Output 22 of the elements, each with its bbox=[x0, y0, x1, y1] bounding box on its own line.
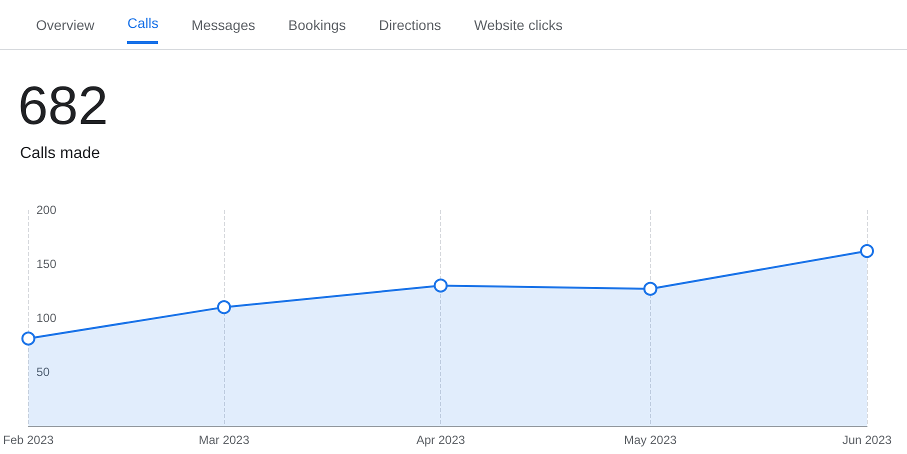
text: Website clicks bbox=[474, 16, 563, 32]
chart-subtitle: Calls made bbox=[20, 145, 100, 163]
x-tick-label: Mar 2023 bbox=[198, 433, 250, 447]
x-tick-label: Feb 2023 bbox=[2, 433, 54, 447]
text: Bookings bbox=[288, 16, 346, 32]
y-tick-label: 100 bbox=[36, 311, 57, 325]
y-tick-label: 150 bbox=[36, 257, 57, 271]
text: Messages bbox=[191, 16, 256, 32]
point bbox=[434, 278, 448, 293]
chart-title: 682 bbox=[18, 76, 108, 136]
point bbox=[217, 300, 232, 314]
y-tick-label: 200 bbox=[36, 203, 57, 217]
x-tick-label: Jun 2023 bbox=[842, 433, 892, 447]
x-tick-label: Apr 2023 bbox=[416, 433, 466, 447]
text: Calls bbox=[127, 15, 158, 44]
point bbox=[643, 282, 658, 296]
y-tick-label: 50 bbox=[36, 365, 50, 379]
point bbox=[21, 332, 36, 346]
text: Overview bbox=[36, 16, 94, 32]
point bbox=[860, 244, 874, 258]
text: Directions bbox=[378, 16, 442, 32]
x-tick-label: May 2023 bbox=[624, 433, 678, 447]
